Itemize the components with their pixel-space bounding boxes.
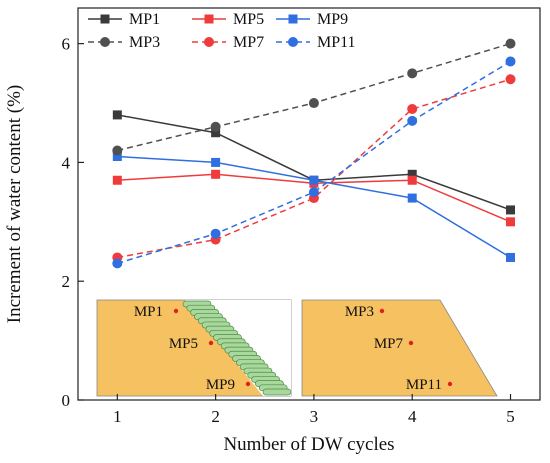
data-point-square bbox=[211, 169, 221, 179]
legend-marker bbox=[204, 37, 214, 47]
inset-right-label: MP11 bbox=[406, 377, 442, 393]
legend-item: MP5 bbox=[192, 11, 264, 28]
series-mp9 bbox=[112, 151, 516, 262]
measure-point-dot bbox=[408, 340, 414, 346]
data-point-circle bbox=[210, 121, 221, 132]
inset-left-label: MP5 bbox=[169, 336, 198, 352]
data-point-square bbox=[112, 175, 122, 185]
data-point-square bbox=[112, 151, 122, 161]
inset-right-soil bbox=[301, 299, 498, 397]
axes bbox=[77, 7, 541, 401]
data-point-square bbox=[309, 175, 319, 185]
data-point-circle bbox=[505, 56, 516, 67]
measure-point-dot bbox=[173, 308, 179, 314]
measure-point-dot bbox=[379, 308, 385, 314]
legend-item: MP7 bbox=[192, 34, 264, 51]
legend-label: MP3 bbox=[129, 34, 160, 51]
data-point-square bbox=[407, 169, 417, 179]
data-point-circle bbox=[308, 187, 319, 198]
legend-marker bbox=[288, 37, 298, 47]
data-point-circle bbox=[308, 98, 319, 109]
y-tick-label: 4 bbox=[62, 153, 71, 172]
data-point-square bbox=[112, 110, 122, 120]
data-point-circle bbox=[407, 115, 418, 126]
series-line bbox=[117, 78, 511, 259]
data-point-square bbox=[506, 205, 516, 215]
data-point-circle bbox=[407, 68, 418, 79]
plot-frame bbox=[77, 7, 541, 401]
protection-block bbox=[262, 388, 292, 396]
measure-point-dot bbox=[245, 381, 251, 387]
inset-right-label: MP3 bbox=[345, 304, 374, 320]
legend-label: MP7 bbox=[233, 34, 264, 51]
x-tick-label: 5 bbox=[506, 407, 515, 426]
data-point-circle bbox=[112, 258, 123, 269]
series-mp3 bbox=[112, 38, 516, 156]
y-tick-label: 2 bbox=[62, 272, 71, 291]
data-point-circle bbox=[407, 103, 418, 114]
data-point-square bbox=[506, 217, 516, 227]
legend-label: MP11 bbox=[317, 34, 356, 51]
y-tick-label: 6 bbox=[62, 35, 71, 54]
data-point-square bbox=[211, 128, 221, 138]
y-axis-label: Increment of water content (%) bbox=[4, 85, 25, 323]
inset-right-label: MP7 bbox=[374, 336, 404, 352]
legend-item: MP11 bbox=[276, 34, 356, 51]
data-point-square bbox=[211, 157, 221, 167]
measure-point-dot bbox=[447, 381, 453, 387]
y-tick-label: 0 bbox=[62, 391, 71, 410]
legend-label: MP5 bbox=[233, 11, 264, 28]
x-tick-label: 2 bbox=[211, 407, 220, 426]
legend-marker bbox=[100, 37, 110, 47]
legend-item: MP9 bbox=[276, 11, 348, 28]
series bbox=[112, 38, 516, 269]
x-tick-label: 4 bbox=[408, 407, 417, 426]
data-point-square bbox=[506, 252, 516, 262]
legend-item: MP1 bbox=[88, 11, 160, 28]
x-axis-label: Number of DW cycles bbox=[223, 434, 394, 455]
x-tick-label: 1 bbox=[113, 407, 122, 426]
legend-marker bbox=[100, 14, 110, 24]
data-point-circle bbox=[505, 38, 516, 49]
series-line bbox=[117, 60, 511, 265]
legend-label: MP9 bbox=[317, 11, 348, 28]
data-point-circle bbox=[112, 145, 123, 156]
data-point-circle bbox=[210, 228, 221, 239]
legend-label: MP1 bbox=[129, 11, 160, 28]
data-point-square bbox=[407, 193, 417, 203]
x-tick-label: 3 bbox=[310, 407, 319, 426]
data-point-square bbox=[407, 175, 417, 185]
ticks: 1 2 3 4 5 0 2 4 6 bbox=[62, 35, 515, 426]
series-line bbox=[117, 155, 511, 259]
inset-left-label: MP1 bbox=[134, 304, 163, 320]
inset-left-label: MP9 bbox=[206, 377, 235, 393]
legend-marker bbox=[288, 14, 298, 24]
legend-marker bbox=[204, 14, 214, 24]
measure-point-dot bbox=[208, 340, 214, 346]
series-mp11 bbox=[112, 56, 516, 269]
data-point-circle bbox=[505, 74, 516, 85]
legend: MP1 MP5 MP9 MP3 MP7 MP11 bbox=[88, 11, 356, 51]
legend-item: MP3 bbox=[88, 34, 160, 51]
inset-left: MP1 MP5 MP9 bbox=[96, 299, 292, 397]
